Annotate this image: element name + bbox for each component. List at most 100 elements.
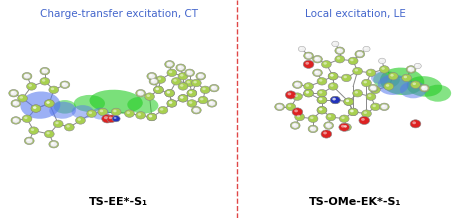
- Circle shape: [46, 132, 50, 135]
- Circle shape: [209, 84, 219, 92]
- Circle shape: [314, 70, 321, 75]
- Circle shape: [293, 124, 296, 126]
- Circle shape: [112, 116, 120, 122]
- Circle shape: [319, 108, 322, 111]
- Circle shape: [330, 84, 334, 87]
- Circle shape: [189, 91, 192, 94]
- Circle shape: [145, 93, 155, 100]
- Circle shape: [353, 89, 363, 97]
- Circle shape: [332, 41, 339, 47]
- Circle shape: [356, 51, 364, 57]
- Ellipse shape: [128, 97, 158, 114]
- Circle shape: [381, 104, 388, 109]
- Circle shape: [409, 68, 411, 70]
- Circle shape: [315, 57, 318, 60]
- Circle shape: [172, 78, 181, 85]
- Circle shape: [12, 118, 19, 123]
- Circle shape: [339, 123, 349, 131]
- Circle shape: [315, 58, 318, 60]
- Circle shape: [187, 71, 190, 73]
- Circle shape: [147, 113, 157, 121]
- Circle shape: [49, 86, 59, 94]
- Circle shape: [348, 108, 358, 116]
- Circle shape: [29, 127, 38, 134]
- Circle shape: [382, 67, 385, 70]
- Ellipse shape: [400, 81, 427, 98]
- Circle shape: [364, 81, 367, 83]
- Circle shape: [10, 90, 17, 96]
- Circle shape: [304, 89, 313, 97]
- Circle shape: [373, 105, 376, 107]
- Circle shape: [335, 47, 345, 54]
- Circle shape: [167, 69, 177, 77]
- Circle shape: [33, 106, 36, 109]
- Circle shape: [199, 75, 201, 77]
- Circle shape: [24, 137, 34, 145]
- Circle shape: [382, 105, 385, 107]
- Circle shape: [180, 84, 183, 87]
- Circle shape: [55, 122, 59, 124]
- Circle shape: [209, 101, 216, 106]
- Circle shape: [125, 110, 135, 117]
- Circle shape: [306, 91, 309, 94]
- Circle shape: [355, 50, 365, 58]
- Circle shape: [362, 79, 372, 87]
- Circle shape: [188, 71, 190, 73]
- Circle shape: [51, 88, 54, 90]
- Circle shape: [66, 125, 70, 128]
- Circle shape: [167, 63, 170, 65]
- Circle shape: [379, 66, 389, 73]
- Circle shape: [210, 85, 218, 91]
- Circle shape: [368, 71, 372, 73]
- Circle shape: [359, 116, 370, 124]
- Text: TS-EE*-S₁: TS-EE*-S₁: [89, 197, 148, 207]
- Circle shape: [187, 81, 190, 83]
- Circle shape: [344, 126, 347, 128]
- Circle shape: [308, 125, 318, 133]
- Circle shape: [185, 79, 194, 87]
- Text: TS-OMe-EK*-S₁: TS-OMe-EK*-S₁: [310, 197, 401, 207]
- Circle shape: [390, 74, 394, 77]
- Circle shape: [50, 141, 57, 147]
- Circle shape: [348, 108, 358, 116]
- Circle shape: [107, 115, 117, 123]
- Circle shape: [380, 59, 383, 61]
- Circle shape: [292, 108, 303, 116]
- Circle shape: [388, 72, 398, 80]
- Circle shape: [327, 124, 329, 126]
- Circle shape: [13, 118, 17, 121]
- Circle shape: [310, 127, 313, 129]
- Circle shape: [330, 96, 340, 104]
- Circle shape: [368, 94, 372, 97]
- Circle shape: [275, 103, 284, 111]
- Circle shape: [31, 105, 41, 112]
- Circle shape: [315, 71, 318, 73]
- Circle shape: [31, 105, 41, 112]
- Circle shape: [332, 98, 336, 100]
- Circle shape: [46, 101, 50, 104]
- Circle shape: [304, 83, 313, 90]
- Circle shape: [410, 81, 420, 89]
- Circle shape: [154, 86, 164, 94]
- Circle shape: [406, 66, 416, 73]
- Circle shape: [100, 110, 103, 112]
- Circle shape: [290, 122, 300, 129]
- Circle shape: [43, 70, 45, 71]
- Circle shape: [11, 91, 14, 94]
- Circle shape: [286, 103, 296, 111]
- Circle shape: [297, 115, 300, 118]
- Circle shape: [317, 96, 327, 104]
- Circle shape: [149, 78, 159, 85]
- Circle shape: [344, 76, 347, 78]
- Circle shape: [147, 72, 157, 80]
- Circle shape: [191, 79, 201, 87]
- Circle shape: [416, 64, 418, 66]
- Circle shape: [189, 101, 192, 104]
- Circle shape: [33, 106, 36, 109]
- Circle shape: [42, 69, 46, 72]
- Circle shape: [326, 113, 336, 121]
- Circle shape: [412, 82, 416, 85]
- Circle shape: [46, 101, 50, 104]
- Circle shape: [26, 139, 30, 141]
- Circle shape: [328, 115, 331, 118]
